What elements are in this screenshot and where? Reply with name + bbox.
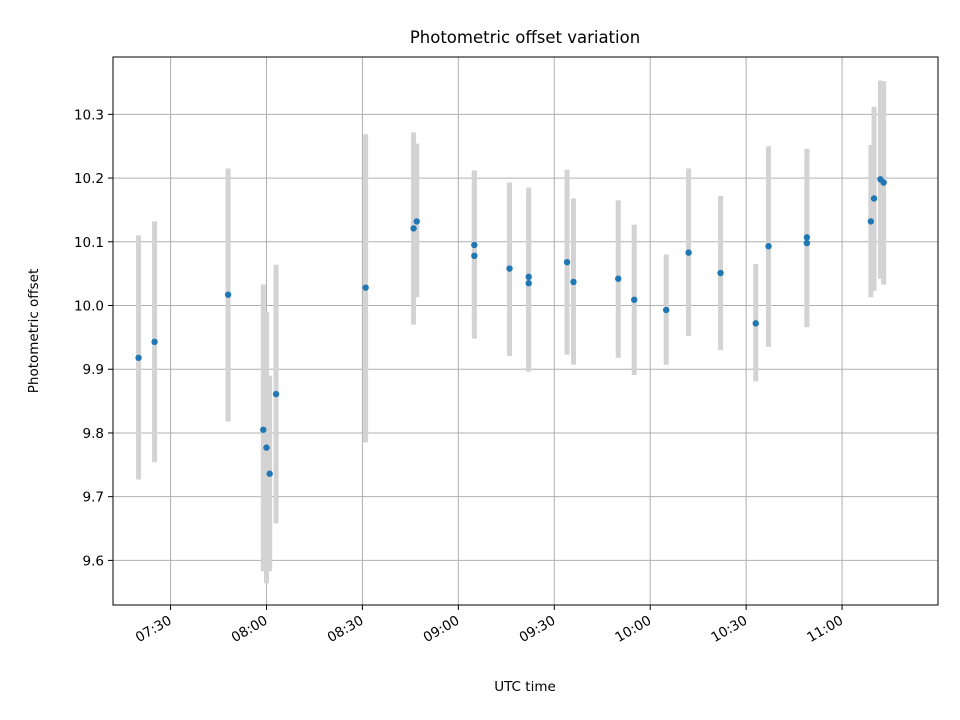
data-point (471, 241, 478, 249)
data-point (413, 218, 420, 225)
data-point (266, 470, 273, 477)
data-point (867, 218, 875, 225)
data-point (410, 225, 417, 232)
y-tick-label: 10.2 (74, 171, 104, 187)
y-tick-label: 10.3 (74, 107, 104, 123)
x-tick-label: 07:30 (133, 613, 175, 646)
y-tick-label: 9.8 (83, 426, 104, 442)
data-point (525, 280, 532, 287)
x-tick-label: 09:00 (421, 613, 463, 646)
grid (113, 57, 938, 605)
data-point (362, 284, 369, 291)
x-tick-label: 08:30 (325, 613, 367, 646)
data-point (151, 338, 158, 346)
data-point (471, 252, 478, 260)
y-axis-label: Photometric offset (26, 269, 42, 393)
data-point (272, 390, 280, 398)
data-point (803, 239, 811, 247)
data-point (803, 234, 811, 241)
data-point (870, 195, 878, 202)
y-tick-label: 10.0 (74, 299, 104, 315)
x-tick-label: 10:00 (613, 613, 655, 646)
x-axis-label: UTC time (494, 679, 556, 695)
y-axis-ticks: 9.6 9.7 9.8 9.9 10.0 10.1 10.2 10.3 (74, 107, 113, 569)
data-point (506, 265, 513, 272)
data-point (765, 243, 772, 250)
data-point (752, 320, 759, 327)
data-point (685, 249, 692, 256)
data-point (563, 258, 571, 266)
data-point (631, 296, 638, 303)
y-tick-label: 10.1 (74, 235, 104, 251)
data-point (135, 354, 142, 361)
data-point (260, 426, 267, 433)
x-axis-ticks: 07:30 08:00 08:30 09:00 09:30 10:00 10:30 11:00 (133, 605, 846, 646)
x-tick-label: 09:30 (517, 613, 559, 646)
data-point (717, 269, 724, 277)
data-point (263, 444, 270, 451)
x-tick-label: 08:00 (229, 613, 271, 646)
data-point (615, 275, 622, 282)
data-point (224, 291, 232, 298)
y-tick-label: 9.9 (83, 362, 104, 378)
x-tick-label: 11:00 (804, 613, 846, 646)
error-bars (136, 80, 887, 584)
y-tick-label: 9.7 (83, 490, 104, 506)
chart-title: Photometric offset variation (410, 28, 640, 47)
y-tick-label: 9.6 (83, 553, 104, 569)
data-point (880, 179, 887, 186)
plot-frame (112, 56, 939, 606)
data-point (525, 273, 532, 281)
data-point (662, 306, 670, 314)
data-point (570, 278, 577, 286)
data-points (135, 176, 887, 477)
x-tick-label: 10:30 (708, 613, 750, 646)
